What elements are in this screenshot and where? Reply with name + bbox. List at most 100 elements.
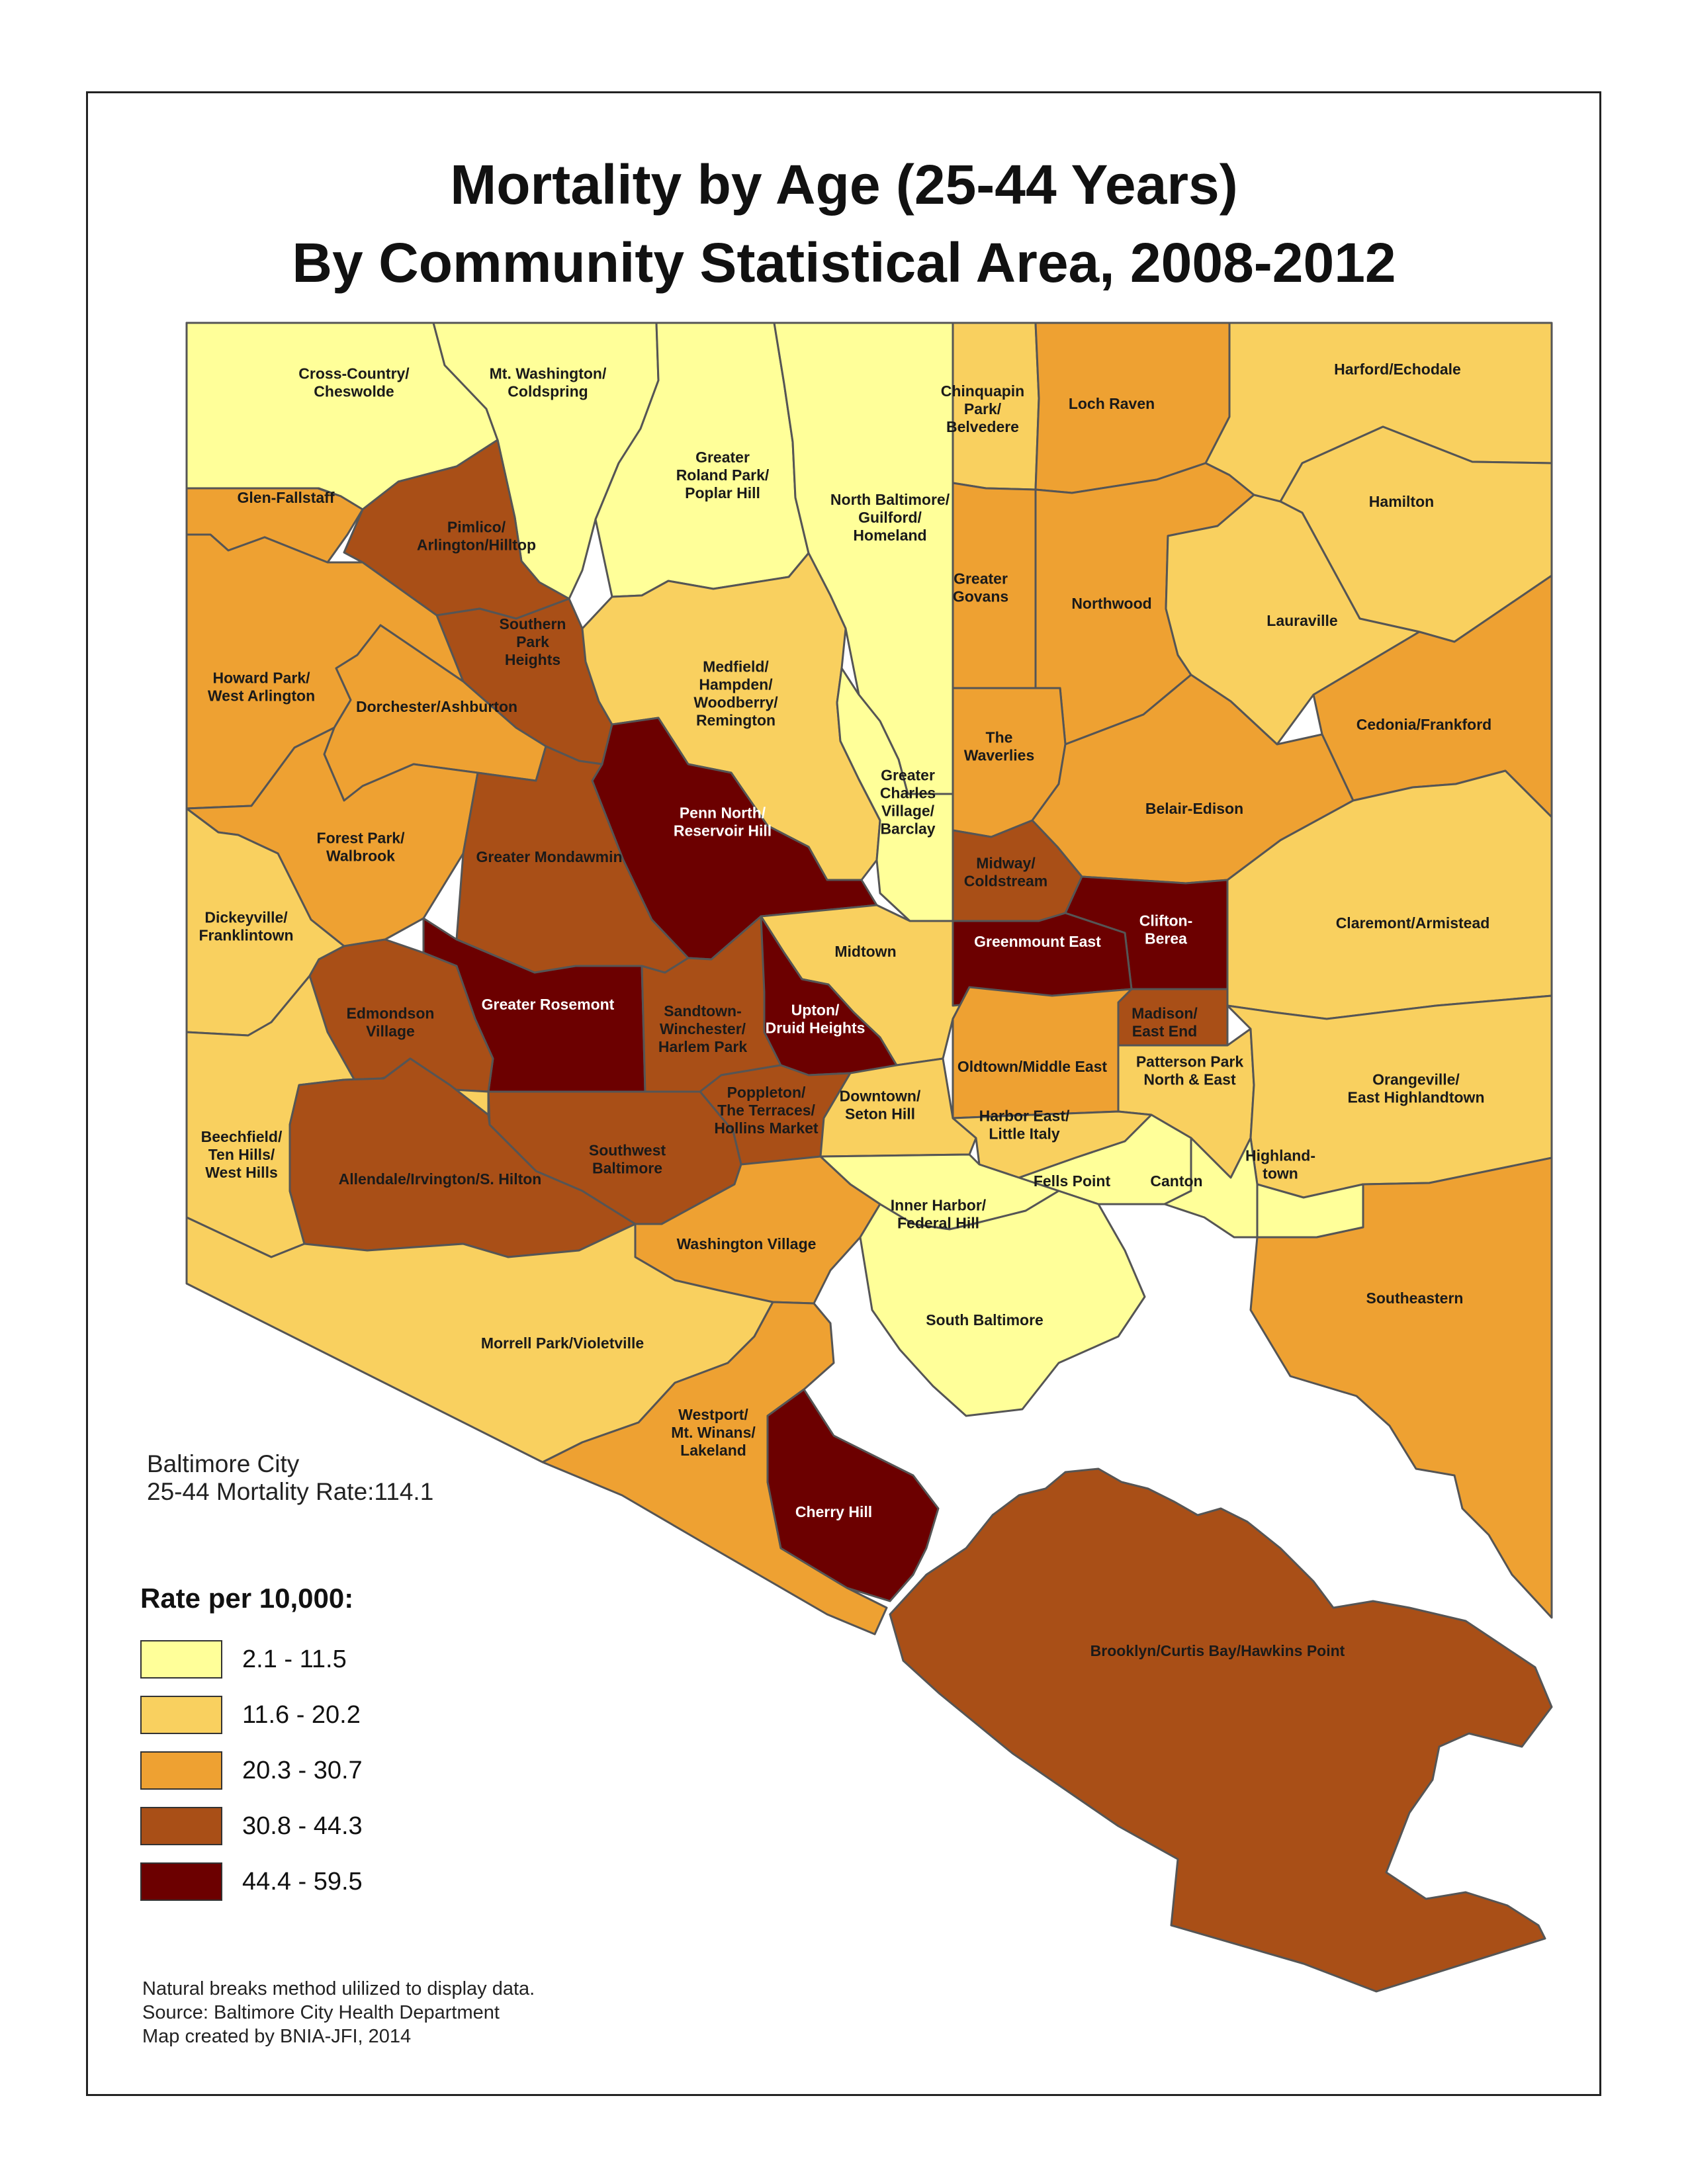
region-label-greenmount-east: Greenmount East [974,933,1101,950]
legend-label: 20.3 - 30.7 [242,1756,363,1784]
region-label-line: Coldstream [964,873,1048,890]
legend-swatch [140,1696,222,1734]
region-label-allendale: Allendale/Irvington/S. Hilton [339,1170,542,1188]
region-label-line: Cross-Country/ [298,365,410,382]
region-label-dickeyville: Dickeyville/Franklintown [199,909,293,944]
region-label-line: Woodberry/ [693,694,778,711]
region-label-greater-govans: Greater Govans [953,570,1008,605]
region-label-line: Waverlies [964,747,1035,764]
region-label-penn-north: Penn North/Reservoir Hill [674,805,772,840]
region-label-line: Greenmount East [974,933,1101,950]
region-label-line: Mt. Washington/ [490,365,607,382]
legend-title: Rate per 10,000: [140,1583,354,1614]
region-label-line: Brooklyn/Curtis Bay/Hawkins Point [1090,1642,1345,1659]
region-label-line: Canton [1150,1172,1202,1190]
region-label-line: Oldtown/Middle East [957,1058,1108,1075]
region-label-patterson-park: Patterson Park North & East [1136,1053,1244,1088]
region-label-line: Poppleton/ [727,1084,806,1101]
region-label-downtown: Downtown/Seton Hill [840,1088,921,1123]
region-label-line: Upton/ [791,1002,840,1019]
region-label-greater-mondawmin: Greater Mondawmin [476,848,622,865]
region-label-midway: Midway/Coldstream [964,855,1048,890]
city-rate: 25-44 Mortality Rate:114.1 [147,1478,434,1505]
region-label-line: Cherry Hill [795,1503,872,1520]
region-label-line: Poplar Hill [685,484,760,502]
region-label-line: Belvedere [946,418,1019,435]
region-label-line: Inner Harbor/ [891,1197,987,1214]
region-label-howard-park: Howard Park/West Arlington [208,670,315,705]
region-label-line: Greater [954,570,1008,588]
region-label-southeastern: Southeastern [1366,1289,1464,1307]
region-label-line: Reservoir Hill [674,822,772,840]
legend-label: 2.1 - 11.5 [242,1645,347,1673]
region-label-line: Dorchester/Ashburton [356,698,517,715]
title-line-1: Mortality by Age (25-44 Years) [450,153,1238,216]
region-label-north-baltimore: North Baltimore/Guilford/Homeland [830,491,950,544]
region-label-line: North & East [1143,1071,1236,1088]
region-label-line: Cedonia/Frankford [1356,716,1491,733]
region-label-line: Medfield/ [703,658,769,676]
legend-label: 44.4 - 59.5 [242,1867,363,1896]
legend-label: 11.6 - 20.2 [242,1700,361,1729]
region-label-line: Belair-Edison [1145,800,1243,817]
region-label-line: Claremont/Armistead [1336,914,1490,932]
region-label-line: Glen-Fallstaff [238,489,335,506]
region-label-line: West Arlington [208,687,315,705]
region-label-line: South Baltimore [926,1311,1044,1329]
region-label-line: Coldspring [508,383,588,400]
region-label-line: Park [516,633,549,650]
region-label-line: Forest Park/ [317,830,406,847]
legend-item: 2.1 - 11.5 [140,1632,363,1687]
region-label-line: Pimlico/ [447,519,506,536]
region-label-line: Beechfield/ [201,1128,283,1145]
region-label-line: Lakeland [680,1442,746,1459]
region-label-line: Fells Point [1034,1172,1111,1190]
region-label-line: Allendale/Irvington/S. Hilton [339,1170,542,1188]
region-label-southern-park-heights: Southern Park Heights [500,615,566,668]
region-label-line: Hampden/ [699,676,773,693]
region-label-cedonia: Cedonia/Frankford [1356,716,1491,733]
region-label-line: Greater Mondawmin [476,848,622,865]
region-label-canton: Canton [1150,1172,1202,1190]
region-label-south-baltimore: South Baltimore [926,1311,1044,1329]
region-label-morrell-park: Morrell Park/Violetville [481,1334,644,1352]
region-label-line: Seton Hill [845,1106,915,1123]
region-label-line: Arlington/Hilltop [417,537,536,554]
region-label-line: Remington [696,712,776,729]
region-label-line: Howard Park/ [213,670,311,687]
region-label-upton: Upton/Druid Heights [766,1002,866,1037]
region-label-line: Harbor East/ [979,1108,1070,1125]
region-label-line: Mt. Winans/ [671,1424,756,1441]
region-label-line: Midway/ [976,855,1036,872]
region-label-line: The [986,729,1013,746]
legend-label: 30.8 - 44.3 [242,1812,363,1840]
map-title: Mortality by Age (25-44 Years) By Commun… [0,146,1688,302]
region-label-oldtown: Oldtown/Middle East [957,1058,1108,1075]
region-label-line: Hollins Market [714,1119,819,1137]
region-label-line: Cheswolde [314,383,394,400]
region-label-the-waverlies: The Waverlies [964,729,1035,764]
region-label-harford: Harford/Echodale [1334,361,1461,378]
region-label-line: Northwood [1071,595,1151,612]
region-label-line: Federal Hill [897,1215,979,1232]
region-label-line: Downtown/ [840,1088,921,1105]
region-label-line: Hamilton [1369,493,1434,510]
region-charles-village [836,667,954,922]
legend: Rate per 10,000: 2.1 - 11.5 11.6 - 20.2 … [140,1583,363,1909]
region-label-glen-fallstaff: Glen-Fallstaff [238,489,335,506]
region-label-line: North Baltimore/ [830,491,950,508]
legend-swatch [140,1862,222,1901]
region-label-line: Southern [500,615,566,633]
region-label-line: Govans [953,588,1008,605]
region-allendale [289,1057,637,1258]
region-label-line: Heights [505,651,560,668]
region-label-line: Druid Heights [766,1020,866,1037]
region-label-forest-park: Forest Park/Walbrook [317,830,406,865]
region-label-line: Washington Village [677,1235,817,1252]
region-label-line: Morrell Park/Violetville [481,1334,644,1352]
region-label-line: East Highlandtown [1348,1089,1485,1106]
city-summary: Baltimore City 25-44 Mortality Rate:114.… [147,1450,433,1506]
note-source: Source: Baltimore City Health Department [142,2002,500,2023]
region-label-claremont: Claremont/Armistead [1336,914,1490,932]
region-label-line: Winchester/ [660,1020,746,1037]
